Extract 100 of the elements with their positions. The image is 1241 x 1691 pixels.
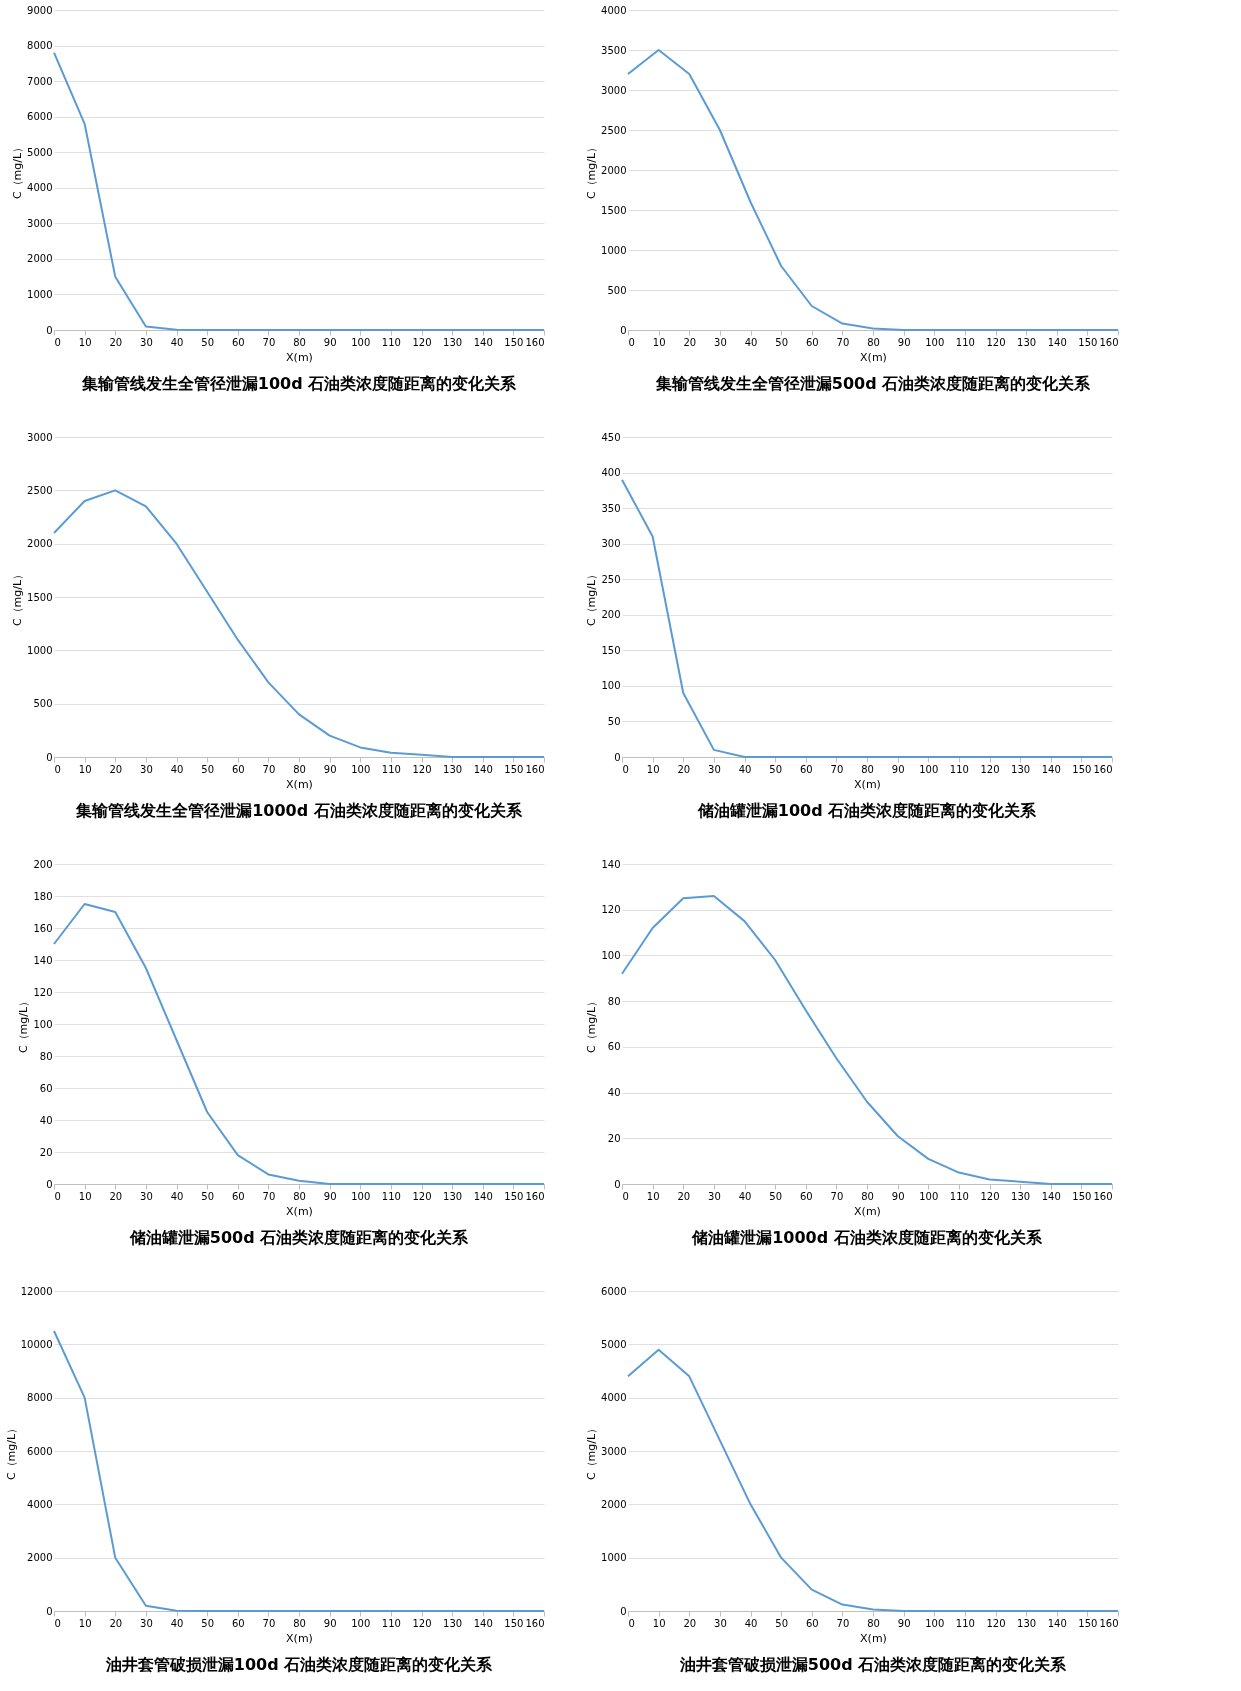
x-tick-label: 120 — [412, 336, 432, 348]
x-tick-label: 0 — [628, 1617, 635, 1629]
x-tick-label: 20 — [683, 1617, 697, 1629]
x-tick-label: 120 — [412, 1190, 432, 1202]
x-tick-label: 130 — [1011, 763, 1031, 775]
x-tick-label: 160 — [1093, 763, 1113, 775]
y-tick-label: 1500 — [27, 591, 53, 603]
x-tick-label: 10 — [78, 763, 92, 775]
y-axis-title: C（mg/L） — [4, 1422, 18, 1481]
x-tick-label: 150 — [1078, 336, 1098, 348]
x-tick-label: 100 — [351, 1190, 371, 1202]
x-axis-title: X(m) — [286, 350, 313, 364]
x-tick-label: 30 — [714, 1617, 727, 1629]
y-tick-label: 250 — [601, 573, 621, 585]
y-tick-label: 20 — [607, 1132, 621, 1144]
y-tick-label: 200 — [601, 609, 621, 621]
x-tick-label: 130 — [443, 1190, 463, 1202]
x-tick-label: 0 — [54, 336, 61, 348]
y-tick-label: 2000 — [27, 253, 53, 265]
y-tick-label: 160 — [33, 922, 53, 934]
x-tick-label: 100 — [919, 1190, 939, 1202]
x-tick-label: 60 — [231, 763, 245, 775]
y-tick-label: 180 — [33, 890, 53, 902]
y-tick-label: 50 — [607, 715, 621, 727]
x-tick-label: 160 — [525, 1617, 545, 1629]
x-tick-label: 90 — [891, 763, 905, 775]
y-tick-label: 350 — [601, 502, 621, 514]
x-tick-label: 140 — [473, 1190, 493, 1202]
x-axis-title: X(m) — [854, 1204, 881, 1218]
x-tick-label: 60 — [805, 1617, 819, 1629]
y-tick-label: 12000 — [20, 1285, 53, 1297]
y-tick-label: 1500 — [601, 204, 627, 216]
y-tick-label: 3000 — [601, 1445, 627, 1457]
y-tick-label: 400 — [601, 467, 621, 479]
y-tick-label: 0 — [620, 1605, 627, 1617]
x-tick-label: 50 — [769, 763, 782, 775]
y-tick-label: 0 — [46, 324, 53, 336]
x-tick-label: 140 — [473, 336, 493, 348]
x-tick-label: 50 — [769, 1190, 782, 1202]
x-tick-label: 100 — [351, 763, 371, 775]
x-tick-label: 150 — [504, 1617, 524, 1629]
x-tick-label: 70 — [830, 1190, 844, 1202]
x-tick-label: 110 — [955, 1617, 975, 1629]
x-tick-label: 160 — [525, 763, 545, 775]
y-tick-label: 4000 — [601, 1392, 627, 1404]
x-tick-label: 110 — [381, 763, 401, 775]
x-tick-label: 10 — [646, 763, 660, 775]
x-tick-label: 90 — [323, 1617, 337, 1629]
y-tick-label: 80 — [39, 1050, 53, 1062]
x-tick-label: 100 — [351, 1617, 371, 1629]
x-tick-label: 50 — [201, 336, 214, 348]
x-tick-label: 0 — [54, 763, 61, 775]
x-tick-label: 140 — [473, 1617, 493, 1629]
x-tick-label: 140 — [1047, 336, 1067, 348]
y-tick-label: 60 — [607, 1041, 621, 1053]
x-tick-label: 70 — [830, 763, 844, 775]
y-tick-label: 500 — [607, 284, 627, 296]
x-tick-label: 90 — [323, 763, 337, 775]
x-tick-label: 10 — [78, 336, 92, 348]
x-tick-label: 110 — [955, 336, 975, 348]
y-tick-label: 40 — [607, 1087, 621, 1099]
x-tick-label: 40 — [170, 336, 184, 348]
y-tick-label: 6000 — [27, 1445, 53, 1457]
x-tick-label: 0 — [628, 336, 635, 348]
y-tick-label: 100 — [601, 680, 621, 692]
x-tick-label: 10 — [652, 336, 666, 348]
x-tick-label: 160 — [525, 1190, 545, 1202]
x-tick-label: 130 — [1017, 336, 1037, 348]
y-tick-label: 0 — [46, 751, 53, 763]
y-tick-label: 6000 — [27, 111, 53, 123]
y-tick-label: 4000 — [27, 182, 53, 194]
x-tick-label: 50 — [775, 336, 788, 348]
y-tick-label: 0 — [614, 1178, 621, 1190]
y-tick-label: 4000 — [27, 1498, 53, 1510]
y-tick-label: 3000 — [27, 217, 53, 229]
y-axis-title: C（mg/L） — [11, 141, 25, 200]
x-tick-label: 80 — [867, 336, 880, 348]
x-tick-label: 120 — [980, 763, 1000, 775]
x-tick-label: 70 — [262, 763, 276, 775]
x-tick-label: 130 — [443, 336, 463, 348]
x-axis-title: X(m) — [286, 1631, 313, 1645]
x-tick-label: 60 — [231, 336, 245, 348]
y-tick-label: 60 — [39, 1082, 53, 1094]
text: 集输管线发生全管径泄漏1000d 石油类浓度随距离的变化关系 — [75, 801, 523, 820]
x-tick-label: 40 — [744, 336, 758, 348]
x-tick-label: 110 — [381, 1617, 401, 1629]
x-tick-label: 110 — [949, 1190, 969, 1202]
x-tick-label: 10 — [646, 1190, 660, 1202]
x-tick-label: 110 — [381, 1190, 401, 1202]
x-tick-label: 20 — [109, 763, 123, 775]
x-tick-label: 80 — [861, 763, 874, 775]
x-tick-label: 90 — [323, 1190, 337, 1202]
x-tick-label: 150 — [1078, 1617, 1098, 1629]
x-axis-title: X(m) — [854, 777, 881, 791]
x-tick-label: 80 — [293, 763, 306, 775]
y-tick-label: 100 — [33, 1018, 53, 1030]
x-tick-label: 20 — [677, 763, 691, 775]
text: 储油罐泄漏100d 石油类浓度随距离的变化关系 — [696, 801, 1038, 820]
x-tick-label: 60 — [799, 1190, 813, 1202]
y-tick-label: 100 — [601, 949, 621, 961]
